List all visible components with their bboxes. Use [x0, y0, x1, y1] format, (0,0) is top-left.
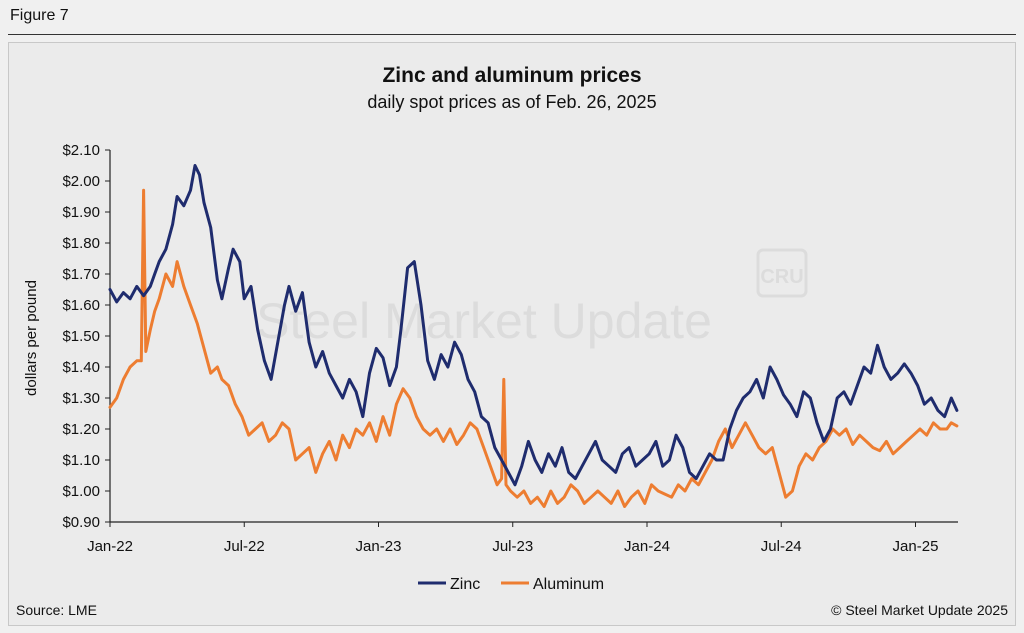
chart-subtitle: daily spot prices as of Feb. 26, 2025: [367, 92, 657, 112]
y-tick-label: $1.60: [62, 297, 100, 314]
x-tick-label: Jul-23: [492, 538, 533, 555]
chart-panel: [8, 42, 1016, 626]
x-tick-label: Jan-22: [87, 538, 133, 555]
x-tick-label: Jan-25: [893, 538, 939, 555]
y-axis-label: dollars per pound: [23, 280, 40, 396]
cru-logo-text: CRU: [760, 266, 803, 288]
x-axis: Jan-22 Jul-22 Jan-23 Jul-23 Jan-24 Jul-24 Jan-…: [87, 521, 958, 555]
y-tick-label: $1.80: [62, 235, 100, 252]
series-line-aluminum: [108, 188, 959, 508]
y-tick-label: $1.40: [62, 359, 100, 376]
header-rule: [8, 34, 1016, 35]
y-tick-label: $1.00: [62, 483, 100, 500]
x-tick-label: Jul-22: [224, 538, 265, 555]
source-note: Source: LME: [16, 602, 97, 618]
series-group: [108, 164, 959, 508]
watermark-text: Steel Market Update: [256, 293, 712, 349]
y-tick-label: $1.70: [62, 266, 100, 283]
chart-title: Zinc and aluminum prices: [382, 64, 642, 87]
series-line-zinc: [108, 164, 959, 487]
y-tick-label: $2.10: [62, 142, 100, 159]
legend-label-aluminum: Aluminum: [533, 576, 604, 593]
x-tick-label: Jan-23: [356, 538, 402, 555]
y-tick-label: $1.50: [62, 328, 100, 345]
cru-logo-icon: [756, 248, 808, 298]
y-tick-label: $2.00: [62, 173, 100, 190]
legend: Zinc Aluminum: [418, 576, 604, 593]
y-tick-label: $1.10: [62, 452, 100, 469]
figure-label: Figure 7: [10, 7, 69, 24]
y-axis: $0.90 $1.00 $1.10 $1.20 $1.30 $1.40 $1.50 $1.60…: [62, 142, 111, 531]
y-tick-label: $1.90: [62, 204, 100, 221]
y-tick-label: $1.30: [62, 390, 100, 407]
legend-label-zinc: Zinc: [450, 576, 480, 593]
y-tick-label: $1.20: [62, 421, 100, 438]
y-tick-label: $0.90: [62, 514, 100, 531]
copyright-note: © Steel Market Update 2025: [831, 602, 1008, 618]
x-tick-label: Jul-24: [761, 538, 802, 555]
watermark: Steel Market Update CRU: [256, 248, 808, 349]
x-tick-label: Jan-24: [624, 538, 670, 555]
